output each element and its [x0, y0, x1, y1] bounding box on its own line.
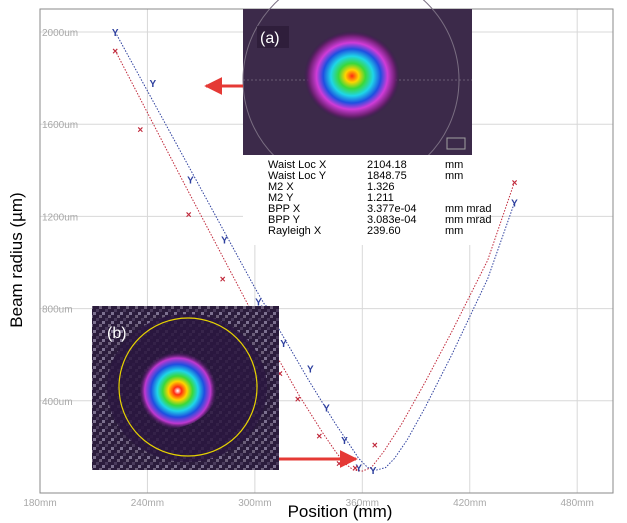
result-unit: mm mrad [445, 214, 491, 226]
data-point-y: Y [307, 365, 314, 376]
result-value: 239.60 [367, 225, 401, 237]
data-point-x: × [372, 441, 378, 452]
y-tick-label: 400um [42, 397, 73, 408]
x-tick-label: 420mm [453, 498, 486, 509]
result-name: BPP Y [268, 214, 301, 226]
x-tick-label: 240mm [131, 498, 164, 509]
result-unit: mm [445, 159, 463, 171]
inset-b-aperture [118, 317, 258, 457]
data-point-y: Y [323, 404, 330, 415]
data-point-y: Y [341, 436, 348, 447]
result-name: M2 X [268, 181, 294, 193]
y-tick-label: 1600um [42, 120, 78, 131]
y-tick-label: 2000um [42, 28, 78, 39]
inset-a-scale-box [446, 137, 466, 150]
data-point-x: × [295, 395, 301, 406]
y-tick-labels: 2000um 1600um 1200um 800um 400um [42, 28, 78, 408]
data-point-y: Y [511, 199, 518, 210]
y-tick-label: 800um [42, 305, 73, 316]
result-name: Waist Loc X [268, 159, 327, 171]
result-value: 2104.18 [367, 159, 407, 171]
x-axis-title: Position (mm) [288, 502, 393, 521]
data-point-y: Y [149, 79, 156, 90]
inset-a-label: (a) [260, 30, 280, 47]
result-unit: mm mrad [445, 203, 491, 215]
result-name: BPP X [268, 203, 301, 215]
results-panel: Waist Loc X 2104.18 mm Waist Loc Y 1848.75 mm… [243, 155, 491, 245]
inset-a: (a) [242, 0, 472, 189]
results-background [243, 155, 475, 245]
data-point-x: × [336, 459, 342, 470]
y-axis-title: Beam radius (µm) [7, 192, 26, 327]
result-value: 1.326 [367, 181, 395, 193]
inset-b: (b) [92, 306, 279, 470]
result-value: 3.377e-04 [367, 203, 417, 215]
inset-b-beam-spot [140, 350, 219, 429]
data-point-x: × [220, 275, 226, 286]
data-point-y: Y [370, 466, 377, 477]
data-point-x: × [112, 46, 118, 57]
data-point-y: Y [355, 464, 362, 475]
data-point-x: × [186, 210, 192, 221]
result-name: Rayleigh X [268, 225, 322, 237]
result-name: M2 Y [268, 192, 294, 204]
x-tick-label: 480mm [561, 498, 594, 509]
result-value: 1.211 [367, 192, 394, 204]
data-point-x: × [316, 431, 322, 442]
result-value: 3.083e-04 [367, 214, 417, 226]
x-tick-label: 300mm [238, 498, 271, 509]
result-name: Waist Loc Y [268, 170, 327, 182]
x-tick-label: 180mm [23, 498, 56, 509]
fit-curve-1 [114, 31, 515, 471]
data-point-y: Y [187, 176, 194, 187]
data-point-y: Y [112, 28, 119, 39]
data-point-y: Y [280, 339, 287, 350]
data-point-x: × [352, 464, 358, 475]
data-point-x: × [512, 178, 518, 189]
result-value: 1848.75 [367, 170, 407, 182]
data-point-y: Y [255, 298, 262, 309]
result-unit: mm [445, 170, 463, 182]
results-table: Waist Loc X 2104.18 mm Waist Loc Y 1848.75 mm… [268, 159, 491, 237]
inset-a-label-box [257, 26, 289, 48]
x-tick-label: 360mm [346, 498, 379, 509]
x-tick-labels: 180mm 240mm 300mm 360mm 420mm 480mm [23, 498, 594, 509]
inset-a-beam-spot [304, 31, 400, 121]
data-point-x: × [137, 125, 143, 136]
y-tick-label: 1200um [42, 212, 78, 223]
data-point-x: × [277, 369, 283, 380]
inset-b-label: (b) [107, 325, 127, 342]
fit-curves [114, 31, 515, 472]
result-unit: mm [445, 225, 463, 237]
data-point-y: Y [221, 235, 228, 246]
